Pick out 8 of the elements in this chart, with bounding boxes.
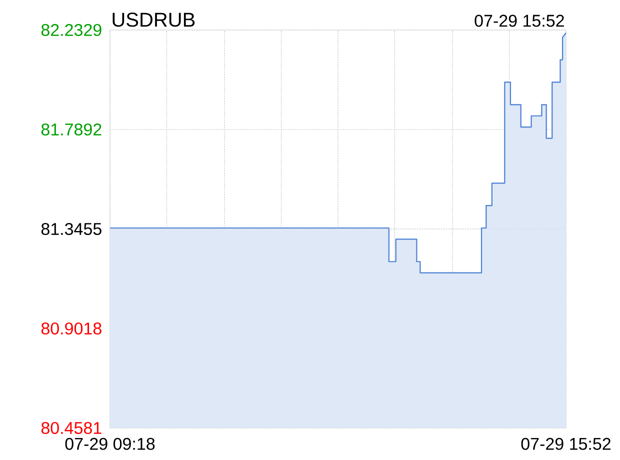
chart-title: USDRUB — [112, 12, 195, 27]
y-tick-label: 80.9018 — [41, 322, 102, 335]
y-tick-label: 81.3455 — [41, 222, 102, 236]
y-tick-label: 80.4581 — [41, 422, 102, 434]
y-tick-label: 82.2329 — [41, 24, 102, 36]
y-tick-label: 81.7892 — [41, 123, 102, 136]
x-tick-label: 07-29 09:18 — [65, 438, 155, 450]
text: 07-29 15:52 — [474, 14, 564, 27]
